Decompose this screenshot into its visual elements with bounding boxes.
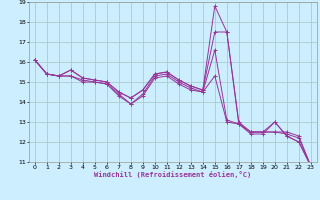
X-axis label: Windchill (Refroidissement éolien,°C): Windchill (Refroidissement éolien,°C) bbox=[94, 171, 252, 178]
